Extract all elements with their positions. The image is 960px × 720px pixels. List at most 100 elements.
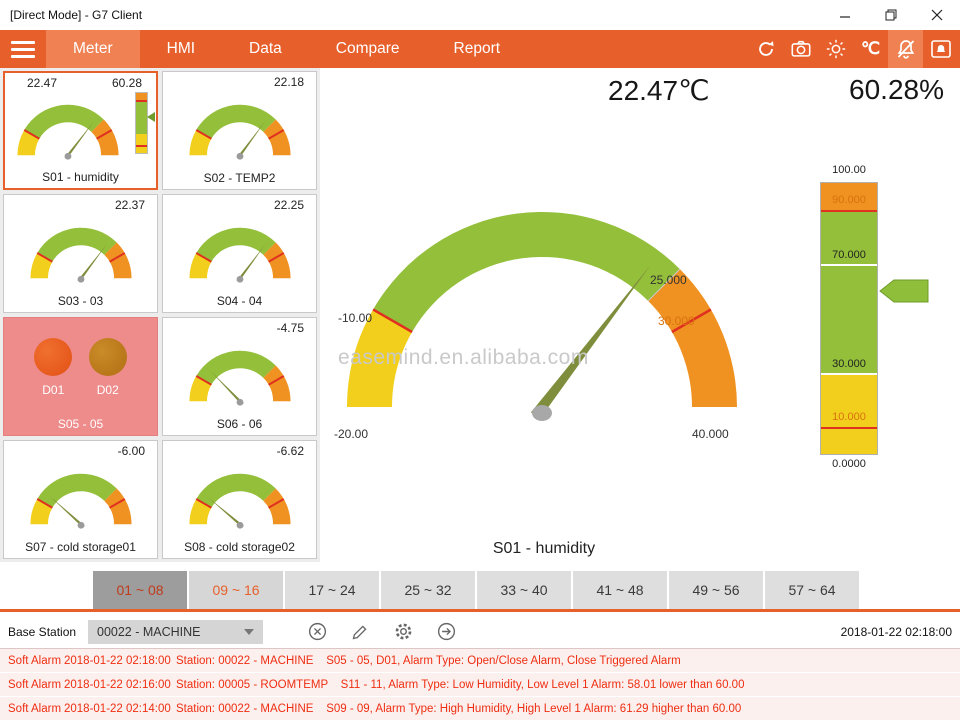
tile-value: -4.75 (276, 321, 304, 335)
nav-tabs: Meter HMI Data Compare Report (46, 30, 527, 68)
tile-label: S05 - 05 (57, 417, 104, 431)
range-tab-49-56[interactable]: 49 ~ 56 (669, 571, 763, 609)
mini-gauge (28, 226, 133, 283)
close-button[interactable] (914, 0, 960, 30)
tab-hmi[interactable]: HMI (166, 40, 196, 57)
bar-pointer (879, 279, 929, 303)
range-tab-09-16[interactable]: 09 ~ 16 (189, 571, 283, 609)
go-arrow-icon[interactable] (434, 620, 458, 644)
alarm-row[interactable]: Soft Alarm 2018-01-22 02:14:00 Station: … (0, 697, 960, 720)
meter-tile-grid: 22.47 60.28 S01 - humidity 22.18 (0, 68, 320, 562)
temperature-reading: 22.47℃ (608, 75, 710, 106)
tab-compare[interactable]: Compare (335, 40, 400, 57)
tab-data[interactable]: Data (249, 40, 282, 57)
alarm-message: Station: 00022 - MACHINE S05 - 05, D01, … (176, 654, 681, 667)
titlebar: [Direct Mode] - G7 Client (0, 0, 960, 30)
tile-label: S04 - 04 (216, 294, 263, 308)
tile-value: -6.62 (276, 444, 304, 458)
bar-bottom-label: 0.0000 (832, 458, 866, 470)
tile-value: 22.37 (114, 198, 145, 212)
alarm-row[interactable]: Soft Alarm 2018-01-22 02:16:00 Station: … (0, 673, 960, 697)
tile-label: S08 - cold storage02 (184, 540, 295, 554)
humidity-reading: 60.28% (849, 74, 944, 105)
tile-value: 22.18 (273, 75, 304, 89)
brightness-icon[interactable] (818, 30, 853, 68)
range-tab-33-40[interactable]: 33 ~ 40 (477, 571, 571, 609)
alarm-time: 2018-01-22 02:16:00 (64, 678, 171, 691)
bottom-bar-icons (305, 620, 458, 644)
alarm-time: 2018-01-22 02:18:00 (64, 654, 171, 667)
alarm-panel-icon[interactable] (923, 30, 958, 68)
station-select[interactable]: 00022 - MACHINE (88, 619, 263, 644)
mini-gauge (187, 103, 292, 160)
restore-button[interactable] (868, 0, 914, 30)
menu-icon[interactable] (0, 30, 46, 68)
camera-icon[interactable] (783, 30, 818, 68)
alarm-time: 2018-01-22 02:14:00 (64, 702, 171, 715)
big-gauge: -20.00 40.000 -10.00 25.000 30.000 (334, 211, 737, 441)
current-timestamp: 2018-01-22 02:18:00 (840, 624, 952, 639)
gauge-low-label: -10.00 (338, 311, 372, 325)
alarm-type: Soft Alarm (8, 678, 62, 691)
bar-zone-normal (821, 210, 877, 373)
tab-report[interactable]: Report (453, 40, 501, 57)
d01-label: D01 (42, 383, 65, 397)
tile-label: S06 - 06 (216, 417, 263, 431)
mini-gauge (16, 103, 120, 160)
meter-tile-s06[interactable]: -4.75 S06 - 06 (162, 317, 317, 436)
gauge-max-label: 40.000 (692, 427, 729, 441)
minimize-button[interactable] (822, 0, 868, 30)
gauge-min-label: -20.00 (334, 427, 368, 441)
gauge-mid-label: 25.000 (650, 273, 687, 287)
tile-label: S03 - 03 (57, 294, 104, 308)
bar-tick-70 (821, 264, 877, 267)
alarm-row[interactable]: Soft Alarm 2018-01-22 02:18:00 Station: … (0, 649, 960, 673)
tile-label: S01 - humidity (42, 170, 119, 184)
range-tab-57-64[interactable]: 57 ~ 64 (765, 571, 859, 609)
close-icon (931, 9, 943, 21)
tile-value: 22.47 (27, 76, 58, 90)
digital-channels: D01 D02 (4, 318, 157, 417)
base-station-label: Base Station (8, 624, 77, 639)
settings-gear-icon[interactable] (391, 620, 415, 644)
window-title: [Direct Mode] - G7 Client (10, 8, 143, 22)
bar-label-90: 90.000 (832, 194, 866, 207)
window-controls (822, 0, 960, 30)
meter-tile-s07[interactable]: -6.00 S07 - cold storage01 (3, 440, 158, 559)
bar-label-10: 10.000 (832, 410, 866, 423)
tile-value-2: 60.28 (111, 76, 142, 90)
mini-gauge (187, 226, 292, 283)
bar-threshold-10 (821, 426, 877, 429)
watermark: easemind.en.alibaba.com (338, 346, 589, 369)
d02-lamp (88, 338, 127, 376)
meter-tile-s05[interactable]: D01 D02 S05 - 05 (3, 317, 158, 436)
range-tab-25-32[interactable]: 25 ~ 32 (381, 571, 475, 609)
edit-icon[interactable] (348, 620, 372, 644)
refresh-icon[interactable] (748, 30, 783, 68)
mini-gauge (187, 472, 292, 529)
celsius-label: ℃ (860, 39, 881, 58)
meter-tile-s03[interactable]: 22.37 S03 - 03 (3, 194, 158, 313)
mini-gauge (187, 349, 292, 406)
meter-tile-s01[interactable]: 22.47 60.28 S01 - humidity (3, 71, 158, 190)
meter-tile-s04[interactable]: 22.25 S04 - 04 (162, 194, 317, 313)
meter-tile-s08[interactable]: -6.62 S08 - cold storage02 (162, 440, 317, 559)
range-tab-41-48[interactable]: 41 ~ 48 (573, 571, 667, 609)
range-tab-strip: 01 ~ 08 09 ~ 16 17 ~ 24 25 ~ 32 33 ~ 40 … (0, 562, 960, 612)
tab-meter[interactable]: Meter (46, 30, 140, 68)
mini-bar-gauge (135, 92, 155, 154)
gauge-title: S01 - humidity (492, 540, 596, 557)
range-tab-17-24[interactable]: 17 ~ 24 (285, 571, 379, 609)
bar-zone-low (821, 372, 877, 454)
celsius-unit-button[interactable]: ℃ (853, 30, 888, 68)
alarm-log: Soft Alarm 2018-01-22 02:18:00 Station: … (0, 648, 960, 720)
tile-value: 22.25 (273, 198, 304, 212)
bar-top-label: 100.00 (832, 164, 866, 176)
meter-tile-s02[interactable]: 22.18 S02 - TEMP2 (162, 71, 317, 190)
bar-threshold-90 (821, 210, 877, 213)
alarm-mute-icon[interactable] (888, 30, 923, 68)
range-tab-01-08[interactable]: 01 ~ 08 (93, 571, 187, 609)
gauge-needle (530, 264, 651, 420)
tile-label: S02 - TEMP2 (203, 171, 276, 185)
disconnect-icon[interactable] (305, 620, 329, 644)
